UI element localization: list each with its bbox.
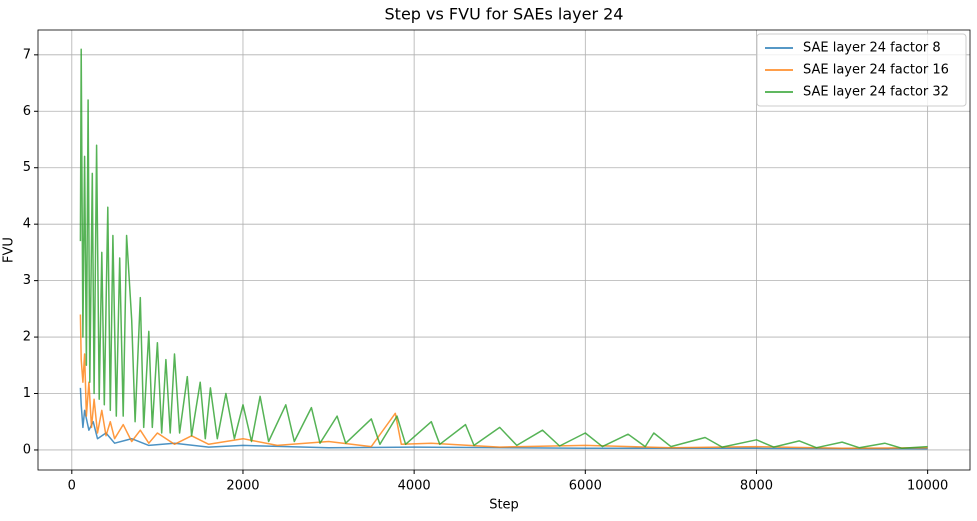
- y-tick-label: 3: [23, 273, 31, 288]
- x-axis-label: Step: [489, 498, 519, 513]
- legend-label: SAE layer 24 factor 8: [803, 41, 941, 56]
- y-tick-label: 0: [23, 442, 31, 457]
- series-line: [79, 48, 928, 450]
- y-tick-label: 4: [23, 217, 31, 232]
- y-axis-label: FVU: [2, 237, 17, 263]
- x-tick-label: 4000: [398, 479, 431, 494]
- y-tick-label: 7: [23, 47, 31, 62]
- y-tick-label: 5: [23, 160, 31, 175]
- chart-title: Step vs FVU for SAEs layer 24: [385, 5, 624, 24]
- x-tick-label: 8000: [740, 479, 773, 494]
- plot-frame: [37, 29, 971, 471]
- y-tick-label: 6: [23, 104, 31, 119]
- series-line: [79, 314, 928, 450]
- legend-label: SAE layer 24 factor 16: [803, 63, 949, 78]
- x-tick-label: 2000: [226, 479, 259, 494]
- y-tick-label: 2: [23, 330, 31, 345]
- x-tick-label: 0: [68, 479, 76, 494]
- series-line: [79, 387, 928, 450]
- x-tick-label: 10000: [907, 479, 948, 494]
- x-tick-label: 6000: [569, 479, 602, 494]
- legend-label: SAE layer 24 factor 32: [803, 85, 949, 100]
- y-tick-label: 1: [23, 386, 31, 401]
- legend-box: [756, 33, 967, 107]
